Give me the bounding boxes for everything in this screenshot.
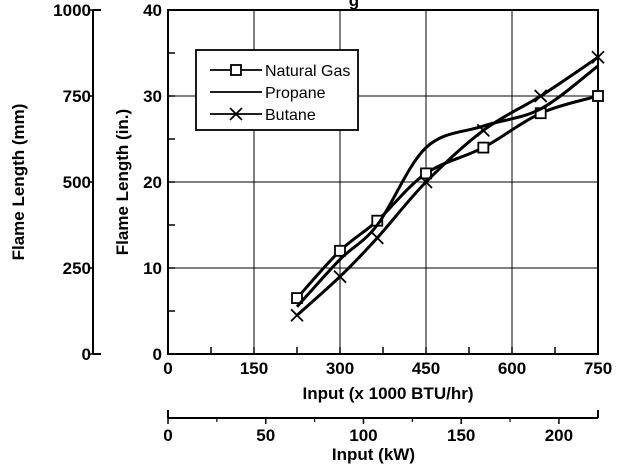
chart-title-fragment: g bbox=[349, 0, 359, 10]
data-series bbox=[290, 50, 605, 322]
kw-tick-label: 150 bbox=[447, 426, 475, 445]
x-tick-label: 600 bbox=[498, 359, 526, 378]
x-marker-stroke bbox=[591, 50, 605, 64]
kw-axis-title: Input (kW) bbox=[332, 445, 415, 464]
data-point-butane bbox=[290, 308, 304, 322]
mm-tick-label: 750 bbox=[63, 87, 91, 106]
kw-tick-label: 100 bbox=[349, 426, 377, 445]
data-point-butane bbox=[370, 231, 384, 245]
mm-tick-label: 0 bbox=[82, 345, 91, 364]
data-point-butane bbox=[333, 269, 347, 284]
data-point-natural-gas bbox=[334, 244, 346, 257]
kw-tick-label: 0 bbox=[163, 426, 172, 445]
data-point-butane bbox=[476, 123, 490, 138]
x-marker-stroke bbox=[534, 89, 548, 103]
data-point-natural-gas bbox=[477, 141, 490, 154]
data-point-butane bbox=[534, 89, 548, 103]
legend-box bbox=[195, 49, 359, 131]
x-marker-stroke bbox=[290, 308, 304, 322]
y-tick-label: 40 bbox=[143, 1, 162, 20]
x-marker-stroke bbox=[419, 175, 433, 189]
x-tick-label: 150 bbox=[240, 359, 268, 378]
x-tick-label: 0 bbox=[163, 359, 172, 378]
legend-label-butane: Butane bbox=[265, 107, 316, 124]
x-marker-stroke bbox=[476, 123, 490, 138]
x-tick-label: 750 bbox=[584, 359, 612, 378]
y-tick-label: 20 bbox=[143, 173, 162, 192]
y-tick-label: 30 bbox=[143, 87, 162, 106]
data-point-natural-gas bbox=[291, 292, 303, 305]
x-marker-stroke bbox=[229, 107, 243, 121]
x-tick-label: 450 bbox=[412, 359, 440, 378]
y-tick-label: 0 bbox=[153, 345, 162, 364]
data-point-natural-gas bbox=[420, 167, 432, 180]
x-marker-stroke bbox=[333, 269, 347, 284]
data-point-butane bbox=[591, 50, 605, 64]
legend: Natural Gas Propane Butane bbox=[195, 49, 359, 131]
series-line-propane bbox=[295, 64, 599, 308]
kw-tick-label: 200 bbox=[545, 426, 573, 445]
y-axis-title: Flame Length (in.) bbox=[113, 109, 132, 255]
data-point-butane bbox=[419, 175, 433, 189]
y-tick-label: 10 bbox=[143, 259, 162, 278]
mm-tick-label: 1000 bbox=[53, 1, 91, 20]
data-point-natural-gas bbox=[592, 90, 604, 102]
x-tick-label: 300 bbox=[326, 359, 354, 378]
axes: 0 150 300 450 600 750 0 10 20 30 40 Input (x 1000 B… bbox=[9, 1, 612, 464]
legend-label-propane: Propane bbox=[265, 85, 326, 102]
kw-tick-label: 50 bbox=[256, 426, 275, 445]
x-axis-title: Input (x 1000 BTU/hr) bbox=[303, 384, 474, 403]
mm-axis-title: Flame Length (mm) bbox=[9, 104, 28, 261]
legend-marker-natural-gas bbox=[230, 64, 242, 76]
legend-marker-butane bbox=[229, 107, 243, 121]
legend-label-natural-gas: Natural Gas bbox=[265, 63, 350, 80]
mm-tick-label: 500 bbox=[63, 173, 91, 192]
mm-tick-label: 250 bbox=[63, 259, 91, 278]
x-marker-stroke bbox=[370, 231, 384, 245]
